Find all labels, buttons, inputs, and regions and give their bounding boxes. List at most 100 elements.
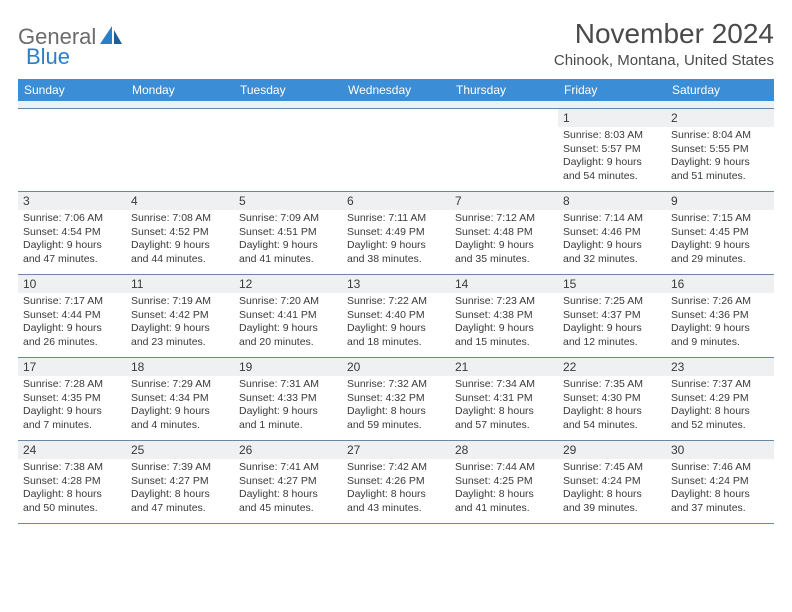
day-cell: 8 Sunrise: 7:14 AMSunset: 4:46 PMDaylight… (558, 192, 666, 274)
col-monday: Monday (126, 79, 234, 101)
col-thursday: Thursday (450, 79, 558, 101)
day-cell: 17 Sunrise: 7:28 AMSunset: 4:35 PMDayligh… (18, 358, 126, 440)
day-cell: 4Sunrise: 7:08 AMSunset: 4:52 PMDaylight… (126, 192, 234, 274)
day-cell: 6Sunrise: 7:11 AMSunset: 4:49 PMDaylight… (342, 192, 450, 274)
day-number: 26 (234, 441, 342, 459)
col-friday: Friday (558, 79, 666, 101)
day-number: 23 (666, 358, 774, 376)
day-info: Sunrise: 7:41 AMSunset: 4:27 PMDaylight:… (239, 461, 337, 516)
day-number: 24 (18, 441, 126, 459)
day-info: Sunrise: 7:45 AMSunset: 4:24 PMDaylight:… (563, 461, 661, 516)
day-info: Sunrise: 7:34 AMSunset: 4:31 PMDaylight:… (455, 378, 553, 433)
day-cell: 22Sunrise: 7:35 AMSunset: 4:30 PMDayligh… (558, 358, 666, 440)
day-number: 2 (666, 109, 774, 127)
day-info: Sunrise: 7:15 AMSunset: 4:45 PMDaylight:… (671, 212, 769, 267)
week-row: 17 Sunrise: 7:28 AMSunset: 4:35 PMDayligh… (18, 358, 774, 441)
day-info: Sunrise: 7:14 AMSunset: 4:46 PMDaylight:… (563, 212, 661, 267)
day-cell: 25 Sunrise: 7:39 AMSunset: 4:27 PMDayligh… (126, 441, 234, 523)
day-number: 28 (450, 441, 558, 459)
day-number: 4 (126, 192, 234, 210)
week-row: 10 Sunrise: 7:17 AMSunset: 4:44 PMDayligh… (18, 275, 774, 358)
day-number: 10 (18, 275, 126, 293)
day-number: 13 (342, 275, 450, 293)
col-wednesday: Wednesday (342, 79, 450, 101)
day-info: Sunrise: 7:22 AMSunset: 4:40 PMDaylight:… (347, 295, 445, 350)
day-info: Sunrise: 7:44 AMSunset: 4:25 PMDaylight:… (455, 461, 553, 516)
day-number: 15 (558, 275, 666, 293)
day-cell (450, 109, 558, 191)
day-info: Sunrise: 7:37 AMSunset: 4:29 PMDaylight:… (671, 378, 769, 433)
col-saturday: Saturday (666, 79, 774, 101)
day-number: 8 (558, 192, 666, 210)
day-cell (18, 109, 126, 191)
day-cell (234, 109, 342, 191)
day-cell: 30 Sunrise: 7:46 AMSunset: 4:24 PMDayligh… (666, 441, 774, 523)
day-cell: 27Sunrise: 7:42 AMSunset: 4:26 PMDayligh… (342, 441, 450, 523)
day-cell: 2 Sunrise: 8:04 AMSunset: 5:55 PMDaylight… (666, 109, 774, 191)
week-row: 24 Sunrise: 7:38 AMSunset: 4:28 PMDayligh… (18, 441, 774, 524)
day-info: Sunrise: 8:04 AMSunset: 5:55 PMDaylight:… (671, 129, 769, 184)
day-cell: 1 Sunrise: 8:03 AMSunset: 5:57 PMDaylight… (558, 109, 666, 191)
day-number: 17 (18, 358, 126, 376)
day-cell: 9 Sunrise: 7:15 AMSunset: 4:45 PMDaylight… (666, 192, 774, 274)
day-cell: 5 Sunrise: 7:09 AMSunset: 4:51 PMDaylight… (234, 192, 342, 274)
spacer-row (18, 101, 774, 109)
day-cell: 24 Sunrise: 7:38 AMSunset: 4:28 PMDayligh… (18, 441, 126, 523)
day-number: 30 (666, 441, 774, 459)
day-cell: 20 Sunrise: 7:32 AMSunset: 4:32 PMDayligh… (342, 358, 450, 440)
week-row: 3Sunrise: 7:06 AMSunset: 4:54 PMDaylight… (18, 192, 774, 275)
day-number: 6 (342, 192, 450, 210)
day-number: 14 (450, 275, 558, 293)
day-info: Sunrise: 7:39 AMSunset: 4:27 PMDaylight:… (131, 461, 229, 516)
page-title: November 2024 (554, 18, 774, 50)
day-info: Sunrise: 7:17 AMSunset: 4:44 PMDaylight:… (23, 295, 121, 350)
day-number: 5 (234, 192, 342, 210)
day-cell: 26 Sunrise: 7:41 AMSunset: 4:27 PMDayligh… (234, 441, 342, 523)
day-info: Sunrise: 7:12 AMSunset: 4:48 PMDaylight:… (455, 212, 553, 267)
day-number: 3 (18, 192, 126, 210)
day-number: 11 (126, 275, 234, 293)
day-cell: 16Sunrise: 7:26 AMSunset: 4:36 PMDayligh… (666, 275, 774, 357)
day-cell: 29 Sunrise: 7:45 AMSunset: 4:24 PMDayligh… (558, 441, 666, 523)
day-number: 7 (450, 192, 558, 210)
day-number: 12 (234, 275, 342, 293)
day-info: Sunrise: 7:46 AMSunset: 4:24 PMDaylight:… (671, 461, 769, 516)
col-sunday: Sunday (18, 79, 126, 101)
day-number: 18 (126, 358, 234, 376)
day-cell: 23 Sunrise: 7:37 AMSunset: 4:29 PMDayligh… (666, 358, 774, 440)
col-tuesday: Tuesday (234, 79, 342, 101)
sail-icon (98, 24, 124, 46)
day-info: Sunrise: 7:09 AMSunset: 4:51 PMDaylight:… (239, 212, 337, 267)
day-info: Sunrise: 7:20 AMSunset: 4:41 PMDaylight:… (239, 295, 337, 350)
day-info: Sunrise: 7:29 AMSunset: 4:34 PMDaylight:… (131, 378, 229, 433)
day-cell: 28 Sunrise: 7:44 AMSunset: 4:25 PMDayligh… (450, 441, 558, 523)
day-cell: 15Sunrise: 7:25 AMSunset: 4:37 PMDayligh… (558, 275, 666, 357)
day-number: 1 (558, 109, 666, 127)
page-header: General November 2024 Chinook, Montana, … (18, 18, 774, 69)
day-cell (126, 109, 234, 191)
day-number: 25 (126, 441, 234, 459)
logo-text-blue: Blue (26, 44, 70, 70)
day-cell: 18 Sunrise: 7:29 AMSunset: 4:34 PMDayligh… (126, 358, 234, 440)
day-cell (342, 109, 450, 191)
day-number: 29 (558, 441, 666, 459)
day-cell: 7 Sunrise: 7:12 AMSunset: 4:48 PMDaylight… (450, 192, 558, 274)
day-number: 21 (450, 358, 558, 376)
day-number: 16 (666, 275, 774, 293)
day-cell: 12 Sunrise: 7:20 AMSunset: 4:41 PMDayligh… (234, 275, 342, 357)
calendar: Sunday Monday Tuesday Wednesday Thursday… (18, 79, 774, 524)
day-cell: 21 Sunrise: 7:34 AMSunset: 4:31 PMDayligh… (450, 358, 558, 440)
day-number: 27 (342, 441, 450, 459)
day-info: Sunrise: 8:03 AMSunset: 5:57 PMDaylight:… (563, 129, 661, 184)
day-info: Sunrise: 7:31 AMSunset: 4:33 PMDaylight:… (239, 378, 337, 433)
day-info: Sunrise: 7:19 AMSunset: 4:42 PMDaylight:… (131, 295, 229, 350)
day-info: Sunrise: 7:28 AMSunset: 4:35 PMDaylight:… (23, 378, 121, 433)
day-info: Sunrise: 7:32 AMSunset: 4:32 PMDaylight:… (347, 378, 445, 433)
day-number: 22 (558, 358, 666, 376)
location-subtitle: Chinook, Montana, United States (554, 52, 774, 69)
day-number: 9 (666, 192, 774, 210)
week-row: 1 Sunrise: 8:03 AMSunset: 5:57 PMDaylight… (18, 109, 774, 192)
day-number: 20 (342, 358, 450, 376)
day-info: Sunrise: 7:38 AMSunset: 4:28 PMDaylight:… (23, 461, 121, 516)
day-cell: 3Sunrise: 7:06 AMSunset: 4:54 PMDaylight… (18, 192, 126, 274)
